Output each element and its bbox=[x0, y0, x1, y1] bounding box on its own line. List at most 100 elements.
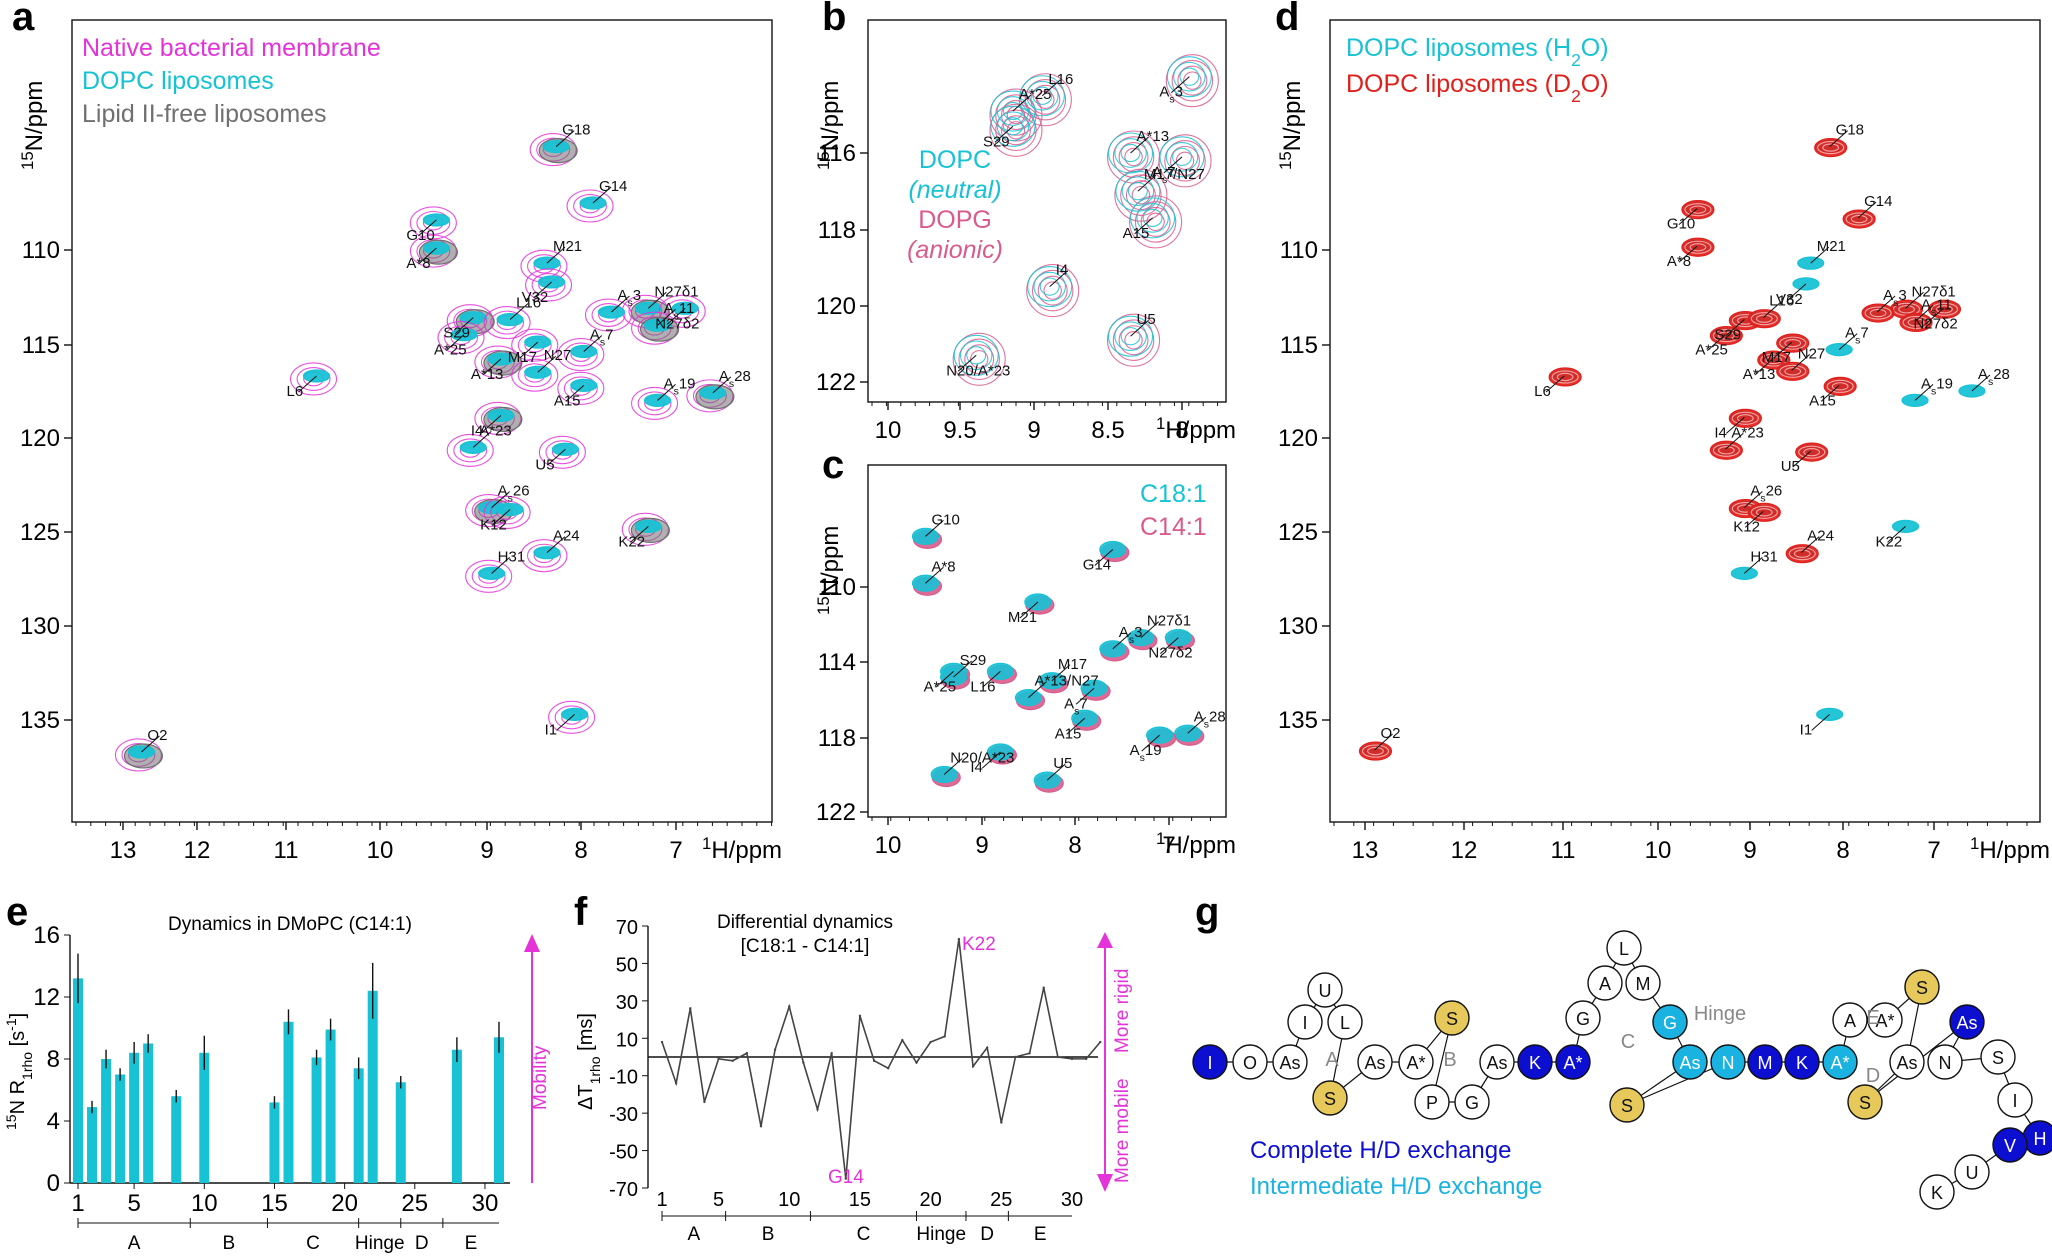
peak-leader bbox=[1046, 763, 1066, 781]
peak-label-a: A*8 bbox=[406, 255, 430, 272]
x-tick-label: 11 bbox=[1551, 837, 1576, 864]
peak-label-b: A*13 bbox=[1137, 128, 1170, 145]
x-tick-label: 5 bbox=[713, 1189, 724, 1211]
peak-label-c: As19 bbox=[1130, 742, 1162, 764]
peak-leader bbox=[1066, 717, 1086, 735]
peak-contour-dopg bbox=[995, 109, 1037, 152]
peak-contour-dopc bbox=[1165, 141, 1199, 172]
segment-label: Hinge bbox=[916, 1224, 966, 1245]
peak-contour-dopc bbox=[1114, 321, 1147, 352]
peak-leader bbox=[1051, 664, 1071, 682]
peak-label-a: N27 bbox=[544, 347, 572, 364]
data-point bbox=[1000, 1121, 1003, 1124]
x-tick-label: 7 bbox=[1162, 832, 1175, 859]
peak-d2o-contour bbox=[1784, 367, 1802, 376]
peak-label-a: G10 bbox=[406, 227, 434, 244]
bar bbox=[311, 1057, 322, 1183]
residue-label: S bbox=[1324, 1089, 1336, 1109]
data-point bbox=[717, 1057, 720, 1061]
peak-contour-native bbox=[637, 391, 672, 416]
residue-node bbox=[1672, 1044, 1708, 1080]
peak-d2o-contour bbox=[1731, 411, 1759, 425]
peak-label-d: L6 bbox=[1534, 383, 1551, 400]
peak-label-a: H31 bbox=[498, 548, 526, 565]
ring-label: D bbox=[1866, 1065, 1880, 1087]
peak-leader bbox=[537, 355, 557, 373]
peak-d2o-contour bbox=[1779, 364, 1807, 378]
residue-label: L bbox=[1340, 1013, 1350, 1033]
peak-contour-native bbox=[557, 337, 605, 372]
peak-label-d: As26 bbox=[1750, 483, 1782, 505]
peak-label-d: K12 bbox=[1733, 518, 1760, 535]
y-tick-label: 4 bbox=[47, 1108, 60, 1135]
peak-label-b: A*25 bbox=[1019, 86, 1052, 103]
peak-leader bbox=[1028, 681, 1047, 698]
x-tick-label: 1 bbox=[71, 1190, 84, 1217]
peak-d2o-contour bbox=[1684, 203, 1712, 217]
peak-leader bbox=[1971, 374, 1991, 392]
residue-label: A* bbox=[1875, 1011, 1894, 1031]
y-tick-label: 16 bbox=[33, 922, 60, 949]
peak-d2o-contour bbox=[1551, 370, 1579, 384]
panel-label-g: g bbox=[1195, 890, 1219, 934]
peak-leader bbox=[454, 317, 474, 335]
legend-note: (neutral) bbox=[908, 176, 1001, 204]
peak-contour-dopc bbox=[1120, 143, 1141, 163]
series-line bbox=[661, 938, 1101, 1179]
peak-contour-native bbox=[511, 328, 559, 362]
residue-label: N bbox=[1722, 1053, 1735, 1073]
peak-contour-native bbox=[483, 495, 531, 529]
peak-d2o-contour bbox=[1689, 243, 1707, 252]
peak-leader bbox=[611, 295, 630, 313]
residue-node bbox=[1625, 965, 1661, 1001]
residue-node bbox=[1479, 1044, 1515, 1080]
y-tick-label: 120 bbox=[20, 425, 60, 452]
peak-label-d: N27δ2 bbox=[1913, 315, 1957, 332]
x-tick-label: 15 bbox=[261, 1190, 288, 1217]
data-point bbox=[830, 1052, 833, 1055]
bar bbox=[325, 1029, 336, 1183]
x-tick-label: 12 bbox=[184, 837, 211, 864]
x-tick-label: 20 bbox=[331, 1190, 358, 1217]
y-tick-label: 120 bbox=[1278, 425, 1318, 452]
peak-label-b: N20/A*23 bbox=[946, 362, 1010, 379]
peak-leader bbox=[1707, 334, 1726, 351]
peak-leader bbox=[1160, 637, 1179, 654]
residue-label: M bbox=[1636, 974, 1651, 994]
data-point bbox=[887, 1067, 890, 1070]
peak-contour-dopc bbox=[1173, 61, 1206, 92]
peak-leader bbox=[994, 125, 1014, 143]
residue-label: As bbox=[1364, 1053, 1385, 1073]
x-axis-label: 1H/ppm bbox=[702, 834, 782, 865]
residue-label: As bbox=[1486, 1053, 1507, 1073]
residue-node bbox=[1980, 1039, 2016, 1075]
peak-leader bbox=[1019, 601, 1039, 619]
peak-leader bbox=[1810, 246, 1830, 264]
peak-label-a: As11 bbox=[664, 300, 695, 322]
peak-contour-native bbox=[471, 564, 506, 589]
peak-contour-dopc bbox=[959, 340, 993, 371]
peak-leader bbox=[1726, 416, 1745, 434]
data-point bbox=[971, 1065, 975, 1068]
bar bbox=[367, 990, 378, 1183]
plot-frame bbox=[71, 19, 773, 823]
x-tick-label: 12 bbox=[1451, 837, 1478, 864]
legend-item: Lipid II-free liposomes bbox=[82, 100, 327, 128]
peak-contour-dopc bbox=[1159, 136, 1205, 178]
residue-label: A bbox=[1844, 1011, 1856, 1031]
contour-layer bbox=[114, 54, 1986, 793]
residue-label: As bbox=[1956, 1013, 1977, 1033]
peak-label-a: N27δ2 bbox=[655, 315, 699, 332]
peak-contour-native bbox=[437, 321, 485, 355]
y-tick-label: -70 bbox=[609, 1179, 638, 1201]
peak-leader bbox=[1838, 333, 1858, 351]
peak-label-a: A24 bbox=[553, 528, 580, 545]
peaks-a bbox=[114, 133, 735, 772]
x-tick-label: 9 bbox=[1743, 837, 1756, 864]
peak-contour-dopg bbox=[958, 338, 1000, 381]
panel-label-a: a bbox=[12, 0, 35, 39]
peak-leader bbox=[630, 525, 649, 543]
peak-label-b: A15 bbox=[1123, 225, 1150, 242]
bar bbox=[87, 1107, 98, 1183]
